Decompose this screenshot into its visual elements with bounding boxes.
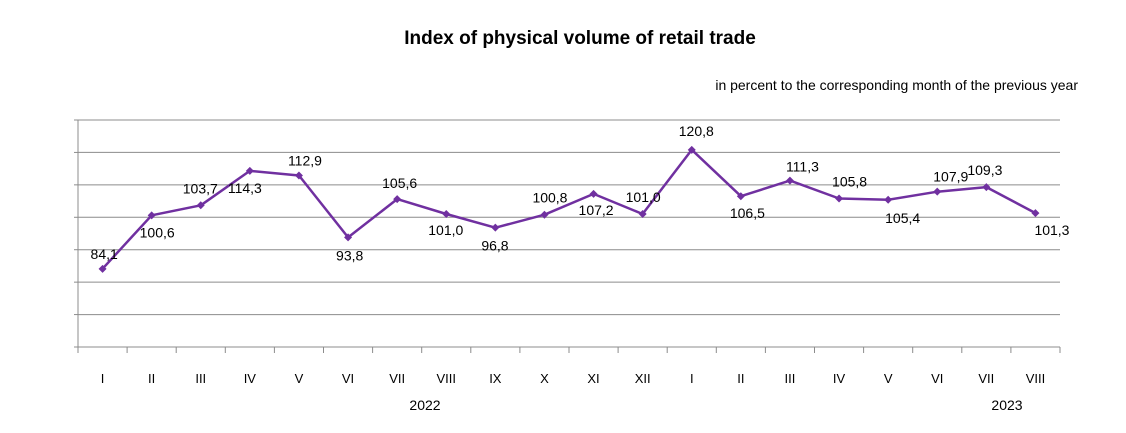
x-tick-label: I xyxy=(690,371,694,386)
x-tick-label: IX xyxy=(489,371,502,386)
data-point xyxy=(933,187,942,196)
data-label: 111,3 xyxy=(786,159,819,175)
x-tick-label: IV xyxy=(833,371,846,386)
x-tick-label: III xyxy=(195,371,206,386)
x-tick-label: I xyxy=(101,371,105,386)
data-point xyxy=(442,210,451,219)
data-point xyxy=(294,171,303,180)
x-tick-label: VIII xyxy=(436,371,456,386)
data-point xyxy=(736,192,745,201)
data-label: 101,3 xyxy=(1034,222,1069,238)
x-tick-label: X xyxy=(540,371,549,386)
data-label: 112,9 xyxy=(288,152,322,168)
x-tick-label: V xyxy=(884,371,893,386)
data-point xyxy=(982,183,991,192)
x-tick-label: XI xyxy=(587,371,599,386)
data-label: 101,0 xyxy=(428,222,463,238)
data-point xyxy=(491,223,500,232)
data-point xyxy=(835,194,844,203)
data-label: 84,1 xyxy=(91,246,118,262)
data-label: 103,7 xyxy=(183,180,218,196)
data-label: 120,8 xyxy=(679,123,714,139)
data-point xyxy=(1031,209,1040,218)
data-label: 105,6 xyxy=(382,175,417,191)
data-point xyxy=(393,195,402,204)
data-label: 106,5 xyxy=(730,205,765,221)
x-tick-label: VIII xyxy=(1026,371,1046,386)
x-tick-label: XII xyxy=(635,371,651,386)
chart-subtitle: in percent to the corresponding month of… xyxy=(715,77,1078,93)
data-label: 114,3 xyxy=(228,180,262,196)
chart-title: Index of physical volume of retail trade xyxy=(404,28,756,49)
x-tick-label: VI xyxy=(931,371,943,386)
data-point xyxy=(589,189,598,198)
x-tick-label: II xyxy=(737,371,744,386)
data-label: 100,6 xyxy=(140,224,175,240)
data-label: 107,2 xyxy=(579,202,614,218)
series-line xyxy=(101,148,1037,270)
data-point xyxy=(785,176,794,185)
x-tick-label: III xyxy=(785,371,796,386)
data-label: 101,0 xyxy=(626,189,661,205)
data-label: 107,9 xyxy=(933,169,968,185)
x-tick-label: V xyxy=(295,371,304,386)
x-tick-label: VI xyxy=(342,371,354,386)
data-point xyxy=(687,145,696,154)
data-label: 105,8 xyxy=(832,173,867,189)
year-label: 2023 xyxy=(991,397,1022,413)
year-label: 2022 xyxy=(409,397,440,413)
data-label: 100,8 xyxy=(532,190,567,206)
data-point xyxy=(98,264,107,273)
data-point xyxy=(540,210,549,219)
data-point xyxy=(638,210,647,219)
data-point xyxy=(196,201,205,210)
x-tick-label: VII xyxy=(978,371,994,386)
data-label: 109,3 xyxy=(967,162,1002,178)
data-point xyxy=(147,211,156,220)
data-label: 96,8 xyxy=(481,238,508,254)
data-point xyxy=(245,166,254,175)
x-tick-label: II xyxy=(148,371,155,386)
data-label: 105,4 xyxy=(885,210,920,226)
data-point xyxy=(344,233,353,242)
data-label: 93,8 xyxy=(336,247,363,263)
data-point xyxy=(884,195,893,204)
x-tick-label: VII xyxy=(389,371,405,386)
x-tick-label: IV xyxy=(244,371,257,386)
